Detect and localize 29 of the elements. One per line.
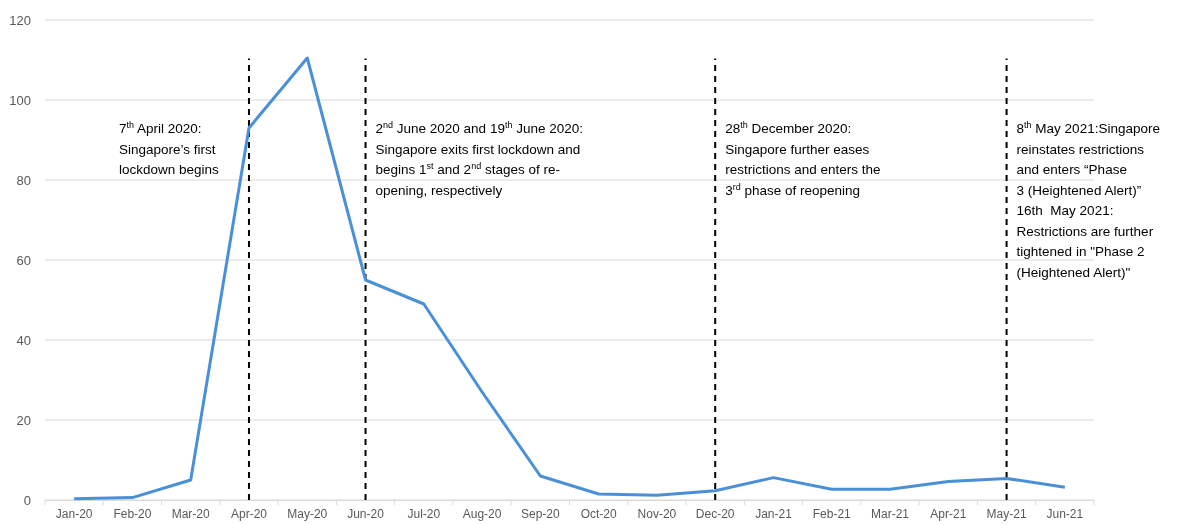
x-tick-label: Jan-20	[55, 506, 93, 521]
x-tick-label: Jan-21	[755, 506, 793, 521]
x-tick-label: Jul-20	[407, 506, 441, 521]
x-tick-label: May-21	[986, 506, 1027, 521]
x-tick-label: May-20	[287, 506, 328, 521]
y-tick-label: 20	[16, 412, 31, 428]
ref-line-label: 7$^{th}$ April 2020: Singapore’s first lockdown begins	[118, 120, 219, 177]
x-tick-label: Sep-20	[521, 506, 561, 521]
x-tick-label: Mar-21	[871, 506, 910, 521]
ref-line-label: 28$^{th}$ December 2020: Singapore further eases restrictions and enters the 3$^{rd}$ phase of reopening	[725, 120, 881, 198]
y-tick-label: 0	[23, 492, 31, 508]
x-tick-label: Nov-20	[637, 506, 677, 521]
y-tick-label: 120	[9, 12, 31, 28]
y-tick-label: 40	[16, 332, 31, 348]
x-tick-label: Jun-20	[347, 506, 385, 521]
text: 2$^{nd}$ June 2020 and 19$^{th}$ June 2020: Singapore exits first lockdown and begins 1$^{st}$ and 2$^{nd}$ stages of re- opening, respectively	[375, 120, 583, 198]
y-tick-label: 100	[9, 92, 31, 108]
x-tick-label: Feb-21	[812, 506, 852, 521]
x-tick-label: Apr-20	[230, 506, 268, 521]
x-tick-label: Apr-21	[930, 506, 967, 521]
x-tick-label: Dec-20	[695, 506, 735, 521]
x-tick-label: Mar-20	[171, 506, 211, 521]
x-tick-label: Jun-21	[1046, 506, 1084, 521]
text: 8$^{th}$ May 2021:Singapore reinstates restrictions and enters “Phase 3 (Heightened Alert)” 16th May 2021: Restrictions are further tightened in "Phase 2 (Heightened Alert)"	[1016, 120, 1160, 280]
x-tick-label: Aug-20	[462, 506, 502, 521]
x-tick-label: Feb-20	[113, 506, 152, 521]
x-tick-label: Oct-20	[580, 506, 617, 521]
y-tick-label: 60	[16, 252, 31, 268]
y-tick-label: 80	[16, 172, 31, 188]
